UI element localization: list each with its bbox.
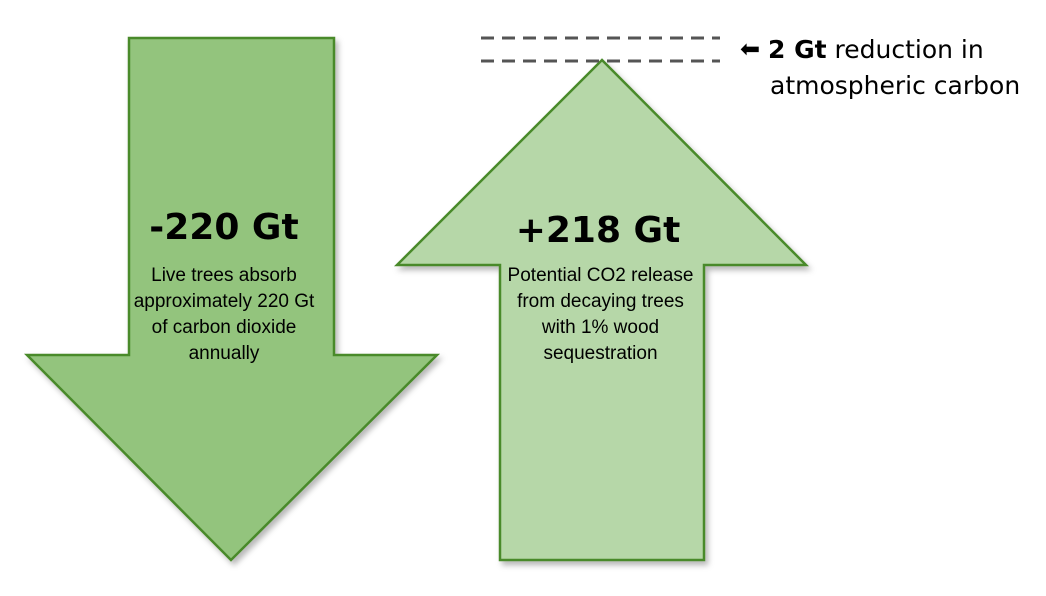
net-reduction-value: 2 Gt [768, 35, 827, 64]
release-value: +218 Gt [515, 210, 681, 251]
absorption-description: Live trees absorb approximately 220 Gt o… [133, 265, 315, 364]
down-arrow [23, 36, 441, 562]
net-reduction-label-line2: atmospheric carbon [770, 71, 1021, 100]
release-description: Potential CO2 release from decaying tree… [507, 265, 694, 364]
net-reduction-label: reduction in [826, 35, 984, 64]
left-arrow-icon: ⬅ [740, 35, 761, 63]
net-reduction-annotation: ⬅ 2 Gt reduction in atmospheric carbon [740, 31, 1040, 104]
absorption-value: -220 Gt [149, 207, 299, 248]
up-arrow [393, 58, 810, 562]
